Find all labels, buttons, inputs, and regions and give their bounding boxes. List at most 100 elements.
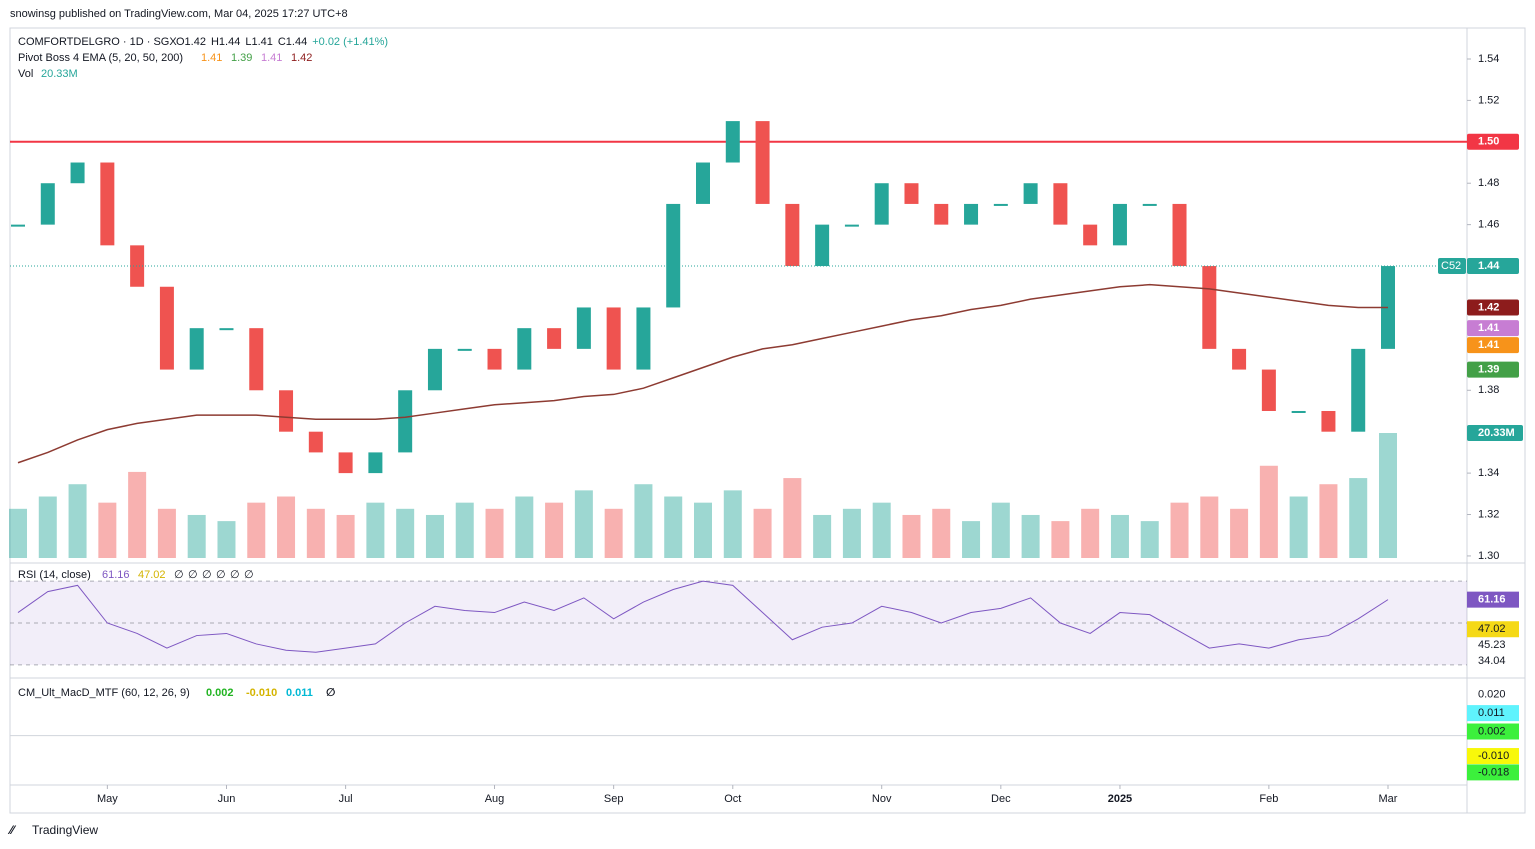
volume-bar: [157, 508, 176, 558]
volume-bar: [1051, 521, 1070, 558]
candle: [904, 183, 919, 204]
resistance-label-box: [1467, 133, 1519, 150]
volume-bar: [306, 508, 325, 558]
rsi-legend: ∅: [230, 569, 240, 581]
candle: [785, 203, 800, 267]
rsi-label: 61.16: [1478, 594, 1506, 606]
x-tick-label: Jun: [218, 793, 236, 805]
volume-title: Vol: [18, 68, 33, 80]
quote-item: C1.44: [278, 36, 307, 48]
volume-bar: [1110, 514, 1129, 558]
candle: [100, 162, 115, 246]
last-price-label: 1.44: [1478, 260, 1500, 272]
candle: [189, 328, 204, 370]
candle: [1232, 348, 1247, 370]
candle: [338, 452, 353, 474]
rsi-legend: ∅: [216, 569, 226, 581]
macd-title: CM_Ult_MacD_MTF (60, 12, 26, 9): [18, 687, 190, 699]
candle: [1291, 410, 1306, 413]
candle: [844, 224, 859, 227]
candle: [547, 328, 562, 349]
volume-bar: [991, 502, 1010, 558]
macd-label: 0.011: [1478, 707, 1505, 719]
candle: [1053, 183, 1068, 225]
volume-bar: [1200, 496, 1219, 558]
x-tick-label: 2025: [1108, 793, 1132, 805]
candle: [874, 183, 889, 225]
volume-bar: [545, 502, 564, 558]
volume-bar: [1319, 484, 1338, 558]
volume-bar: [455, 502, 474, 558]
volume-bar: [753, 508, 772, 558]
candle: [815, 224, 830, 267]
candle: [666, 203, 681, 308]
candle: [993, 203, 1008, 206]
candle: [964, 203, 979, 225]
candle: [1083, 224, 1098, 246]
candle: [1172, 203, 1187, 267]
macd-legend: 0.011: [286, 687, 313, 699]
y-tick-label: 1.52: [1478, 94, 1499, 106]
volume-bar: [813, 514, 832, 558]
x-tick-label: Sep: [604, 793, 624, 805]
ema-legend: 1.39: [231, 52, 252, 64]
volume-bar: [515, 496, 534, 558]
last-price-label-box: [1467, 258, 1519, 275]
volume-bar: [634, 484, 653, 558]
quote-item: O1.42: [176, 36, 206, 48]
x-tick-label: Dec: [991, 793, 1011, 805]
rsi-title: RSI (14, close): [18, 569, 91, 581]
resistance-label: 1.50: [1478, 136, 1499, 148]
candle: [70, 162, 85, 184]
volume-bar: [38, 496, 57, 558]
published-note: snowinsg published on TradingView.com, M…: [10, 8, 348, 20]
rsi-legend: ∅: [244, 569, 254, 581]
volume-bar: [604, 508, 623, 558]
candle: [696, 162, 710, 204]
candle: [308, 431, 323, 453]
macd-label: 0.020: [1478, 689, 1506, 701]
volume-label: 20.33M: [1478, 427, 1515, 439]
volume-bar: [98, 502, 117, 558]
volume-bar: [1259, 465, 1278, 558]
volume-bar: [1289, 496, 1308, 558]
volume-bar: [574, 490, 593, 558]
candle: [219, 328, 234, 331]
volume-bar: [277, 496, 296, 558]
volume-bar: [128, 471, 147, 558]
symbol: COMFORTDELGRO · 1D · SGX: [18, 36, 177, 48]
ema-legend: 1.41: [201, 52, 222, 64]
volume-bar: [1379, 433, 1397, 558]
quote-item: H1.44: [211, 36, 240, 48]
volume-label-box: [1467, 425, 1523, 441]
volume-bar: [425, 514, 444, 558]
volume-bar: [842, 508, 861, 558]
macd-legend: 0.002: [206, 687, 234, 699]
macd-label-box: [1467, 764, 1519, 781]
candle: [1261, 369, 1276, 411]
ema-title: Pivot Boss 4 EMA (5, 20, 50, 200): [18, 52, 183, 64]
last-price-tag: C52: [1441, 260, 1461, 272]
candle: [1023, 183, 1038, 204]
ema-label: 1.42: [1478, 301, 1499, 313]
volume-bar: [1021, 514, 1040, 558]
rsi-legend: ∅: [174, 569, 184, 581]
footer-logo: ⁄⁄: [7, 823, 17, 837]
x-tick-label: Oct: [724, 793, 741, 805]
quote-item: +0.02 (+1.41%): [312, 36, 388, 48]
macd-legend: ∅: [326, 687, 335, 699]
rsi-legend: 61.16: [102, 569, 130, 581]
volume-legend: 20.33M: [41, 68, 78, 80]
x-tick-label: Feb: [1259, 793, 1278, 805]
macd-label: -0.018: [1478, 766, 1509, 778]
volume-bar: [485, 508, 504, 558]
last-price-tag-box: [1438, 258, 1466, 275]
candle: [159, 286, 174, 370]
volume-bar: [247, 502, 266, 558]
volume-bar: [336, 514, 355, 558]
macd-legend: -0.010: [246, 687, 277, 699]
y-tick-label: 1.38: [1478, 384, 1499, 396]
rsi-label-box: [1467, 621, 1519, 638]
ema-legend: 1.42: [291, 52, 312, 64]
